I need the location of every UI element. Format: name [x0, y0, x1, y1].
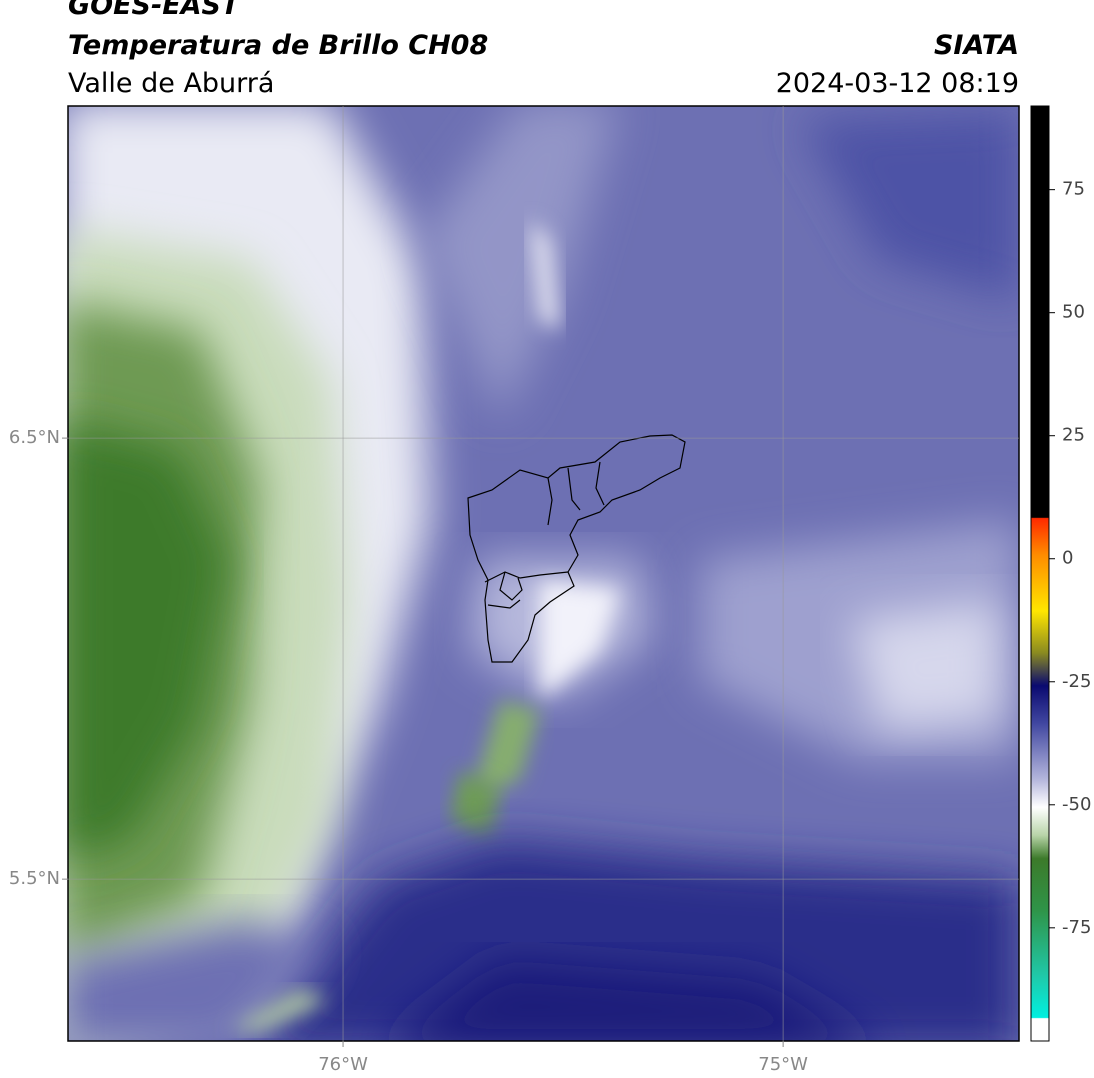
- valle-aburra-outline: [467, 434, 686, 663]
- colorbar-tick-label: 25: [1062, 425, 1085, 446]
- source: SIATA: [934, 30, 1019, 61]
- colorbar: [1030, 105, 1050, 1042]
- x-tick-label: 75°W: [758, 1054, 808, 1075]
- satellite-image: [68, 106, 1019, 1041]
- colorbar-tick-label: 0: [1062, 548, 1073, 569]
- colorbar-tick-label: -50: [1062, 794, 1091, 815]
- colorbar-tick-label: -75: [1062, 917, 1091, 938]
- y-tick-label: 6.5°N: [9, 427, 60, 448]
- y-tick-label: 5.5°N: [9, 868, 60, 889]
- region: Valle de Aburrá: [68, 68, 274, 99]
- datetime: 2024-03-12 08:19: [776, 68, 1019, 99]
- colorbar-tick-label: 50: [1062, 302, 1085, 323]
- colorbar-tick-label: -25: [1062, 671, 1091, 692]
- colorbar-tick-label: 75: [1062, 179, 1085, 200]
- x-tick-label: 76°W: [318, 1054, 368, 1075]
- map-frame: [67, 105, 1020, 1042]
- title: GOES-EAST: [68, 0, 242, 21]
- subtitle: Temperatura de Brillo CH08: [68, 30, 488, 61]
